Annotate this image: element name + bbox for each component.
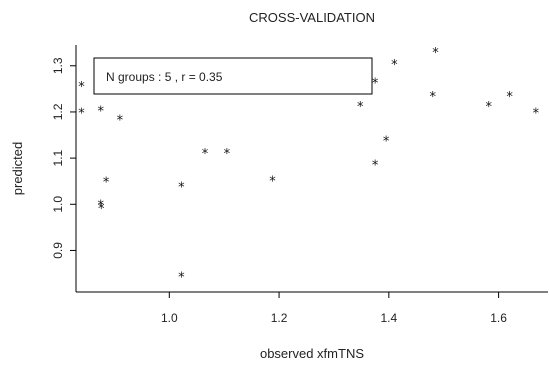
x-tick-label: 1.6 — [490, 311, 507, 325]
data-point: * — [383, 134, 390, 149]
data-point: * — [269, 175, 276, 190]
data-point: * — [224, 147, 231, 162]
data-point: * — [533, 106, 540, 121]
axes: 1.0 1.2 1.4 1.6 0.9 1.0 1.1 1.2 1.3 — [51, 45, 548, 325]
data-point: * — [506, 90, 513, 105]
data-point: * — [202, 147, 209, 162]
data-point: * — [103, 176, 110, 191]
data-point: * — [117, 114, 124, 129]
data-point: * — [429, 90, 436, 105]
data-point: * — [98, 202, 105, 217]
data-point: * — [97, 104, 104, 119]
data-point: * — [372, 77, 379, 92]
data-point: * — [432, 46, 439, 61]
data-point: * — [391, 58, 398, 73]
legend: N groups : 5 , r = 0.35 — [93, 57, 373, 95]
data-point: * — [97, 199, 104, 214]
y-tick-label: 1.2 — [51, 103, 65, 120]
y-axis-label: predicted — [10, 142, 25, 195]
y-tick-label: 1.3 — [51, 57, 65, 74]
x-tick-label: 1.0 — [161, 311, 178, 325]
legend-box — [93, 57, 373, 95]
y-tick-label: 1.0 — [51, 196, 65, 213]
y-tick-label: 1.1 — [51, 149, 65, 166]
y-tick-label: 0.9 — [51, 242, 65, 259]
chart-title: CROSS-VALIDATION — [249, 10, 375, 25]
x-tick-label: 1.2 — [271, 311, 288, 325]
x-axis-label: observed xfmTNS — [260, 346, 364, 361]
legend-text: N groups : 5 , r = 0.35 — [106, 70, 223, 84]
data-point: * — [78, 107, 85, 122]
data-point: * — [178, 181, 185, 196]
x-tick-label: 1.4 — [380, 311, 397, 325]
data-point: * — [178, 271, 185, 286]
data-point: * — [485, 100, 492, 115]
data-point: * — [357, 100, 364, 115]
data-points: ** ******** ************ — [78, 46, 539, 285]
data-point: * — [372, 158, 379, 173]
data-point: * — [78, 80, 85, 95]
